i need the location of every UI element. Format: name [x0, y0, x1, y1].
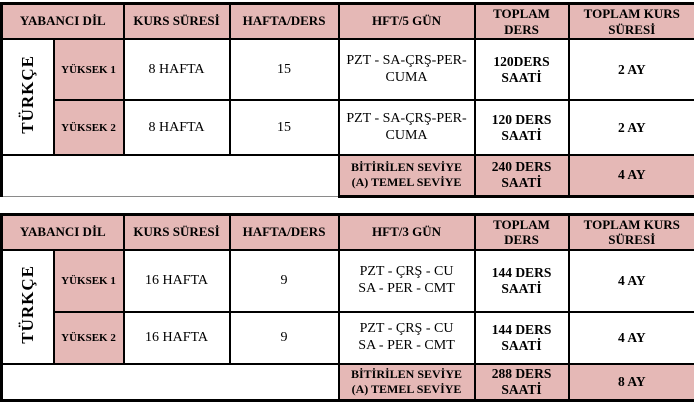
level-cell: YÜKSEK 2 [52, 310, 125, 365]
summary-total-duration-cell: 8 AY [567, 362, 694, 402]
table-row: YÜKSEK 2 16 HAFTA 9 PZT - ÇRŞ - CU SA - … [2, 310, 694, 365]
course-duration-cell: 16 HAFTA [122, 248, 231, 313]
summary-row: BİTİRİLEN SEVİYE (A) TEMEL SEVİYE 240 DE… [0, 154, 694, 198]
summary-row: BİTİRİLEN SEVİYE (A) TEMEL SEVİYE 288 DE… [0, 362, 694, 402]
days-cell: PZT - ÇRŞ - CU SA - PER - CMT [337, 248, 476, 313]
language-cell: TÜRKÇE [0, 248, 55, 365]
header-hafta-ders: HAFTA/DERS [228, 2, 340, 41]
total-duration-cell: 2 AY [567, 38, 694, 102]
course-duration-cell: 16 HAFTA [122, 310, 231, 365]
language-label: TÜRKÇE [18, 55, 38, 135]
language-label: TÜRKÇE [18, 265, 38, 344]
lessons-per-week-cell: 9 [228, 248, 340, 313]
completed-level-cell: BİTİRİLEN SEVİYE (A) TEMEL SEVİYE [337, 154, 476, 198]
completed-level-cell: BİTİRİLEN SEVİYE (A) TEMEL SEVİYE [337, 362, 476, 402]
summary-empty-cell [0, 154, 339, 197]
lessons-per-week-cell: 15 [228, 38, 340, 102]
days-cell: PZT - SA-ÇRŞ-PER- CUMA [337, 38, 476, 102]
header-hft-3gun: HFT/3 GÜN [337, 213, 476, 251]
header-row: YABANCI DİL KURS SÜRESİ HAFTA/DERS HFT/5… [0, 2, 694, 41]
header-kurs-suresi: KURS SÜRESİ [122, 2, 231, 41]
course-table-3day: YABANCI DİL KURS SÜRESİ HAFTA/DERS HFT/3… [0, 212, 694, 403]
total-duration-cell: 4 AY [567, 248, 694, 313]
course-duration-cell: 8 HAFTA [122, 38, 231, 102]
lessons-per-week-cell: 9 [228, 310, 340, 365]
course-duration-cell: 8 HAFTA [122, 99, 231, 157]
header-kurs-suresi: KURS SÜRESİ [122, 213, 231, 251]
lessons-per-week-cell: 15 [228, 99, 340, 157]
header-yabanci-dil: YABANCI DİL [0, 213, 125, 251]
days-cell: PZT - ÇRŞ - CU SA - PER - CMT [337, 310, 476, 365]
header-toplam-kurs-suresi: TOPLAM KURS SÜRESİ [567, 2, 694, 41]
total-lessons-cell: 144 DERS SAATİ [473, 310, 570, 365]
header-row: YABANCI DİL KURS SÜRESİ HAFTA/DERS HFT/3… [0, 213, 694, 251]
header-toplam-kurs-suresi: TOPLAM KURS SÜRESİ [567, 213, 694, 251]
level-cell: YÜKSEK 1 [52, 248, 125, 313]
days-cell: PZT - SA-ÇRŞ-PER- CUMA [337, 99, 476, 157]
summary-total-lessons-cell: 288 DERS SAATİ [473, 362, 570, 402]
summary-total-lessons-cell: 240 DERS SAATİ [473, 154, 570, 198]
header-hft-5gun: HFT/5 GÜN [337, 2, 476, 41]
header-yabanci-dil: YABANCI DİL [0, 2, 125, 41]
total-lessons-cell: 120 DERS SAATİ [473, 99, 570, 157]
total-lessons-cell: 120DERS SAATİ [473, 38, 570, 102]
header-toplam-ders: TOPLAM DERS [473, 213, 570, 251]
summary-empty-cell [0, 362, 339, 402]
total-duration-cell: 2 AY [567, 99, 694, 157]
table-row: TÜRKÇE YÜKSEK 1 16 HAFTA 9 PZT - ÇRŞ - C… [0, 248, 694, 365]
table-row: TÜRKÇE YÜKSEK 1 8 HAFTA 15 PZT - SA-ÇRŞ-… [0, 38, 694, 157]
level-cell: YÜKSEK 2 [52, 99, 125, 157]
table-row: YÜKSEK 2 8 HAFTA 15 PZT - SA-ÇRŞ-PER- CU… [2, 99, 694, 157]
header-toplam-ders: TOPLAM DERS [473, 2, 570, 41]
level-cell: YÜKSEK 1 [52, 38, 125, 102]
summary-total-duration-cell: 4 AY [567, 154, 694, 198]
total-duration-cell: 4 AY [567, 310, 694, 365]
total-lessons-cell: 144 DERS SAATİ [473, 248, 570, 313]
header-hafta-ders: HAFTA/DERS [228, 213, 340, 251]
language-cell: TÜRKÇE [0, 38, 55, 157]
course-table-5day: YABANCI DİL KURS SÜRESİ HAFTA/DERS HFT/5… [0, 2, 694, 198]
